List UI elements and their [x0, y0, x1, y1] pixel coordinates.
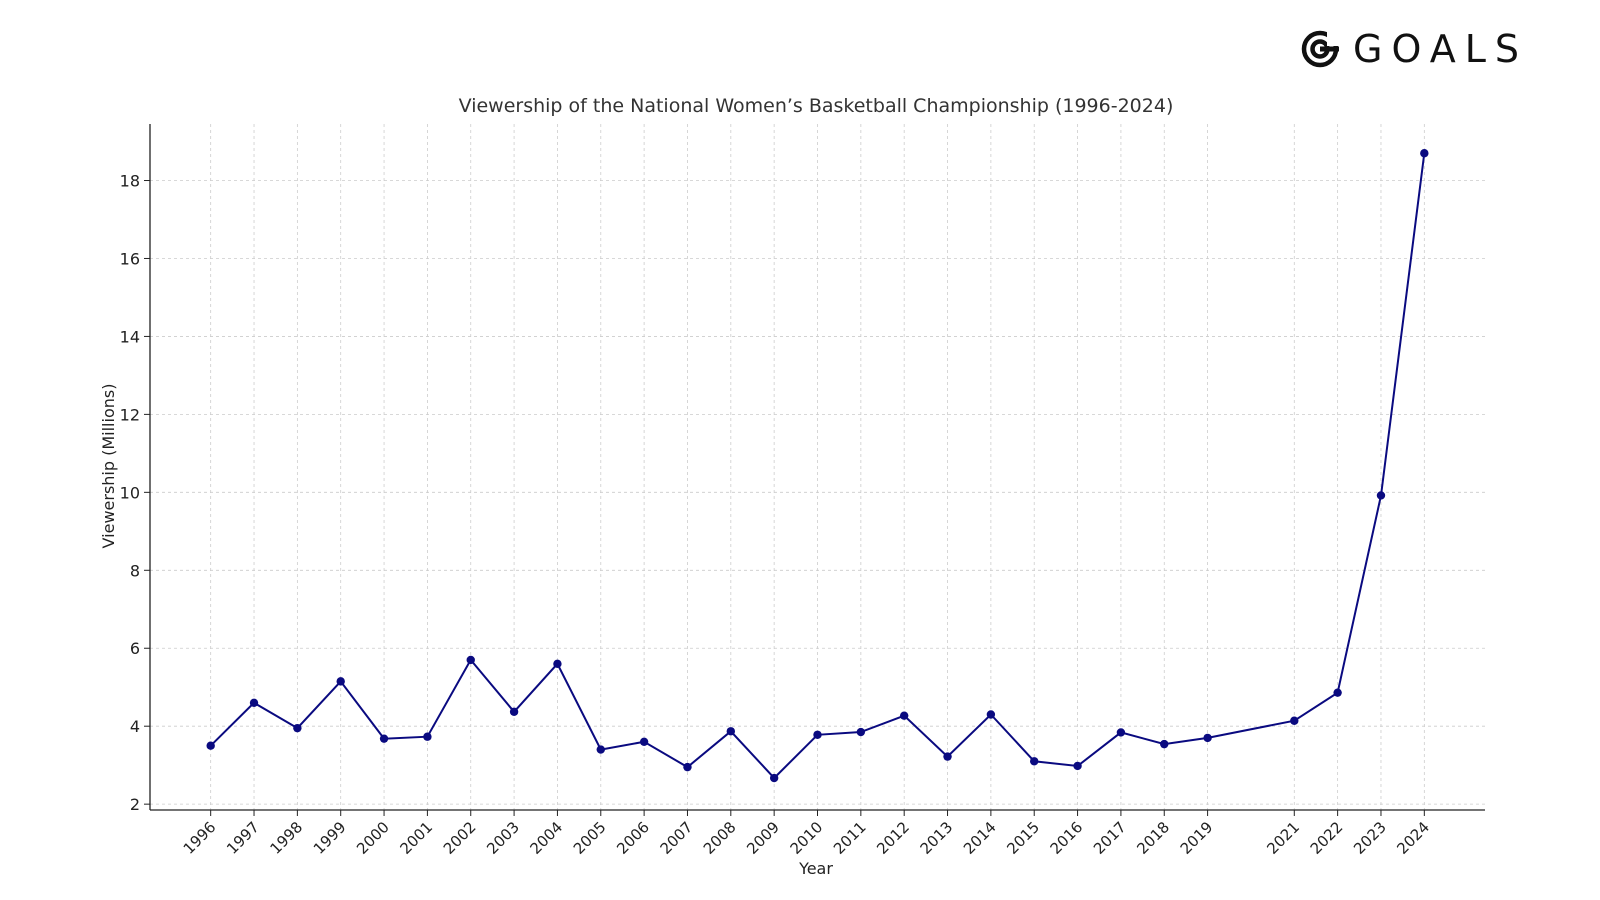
goals-logo-icon — [1301, 30, 1340, 68]
x-tick-label: 1996 — [180, 818, 220, 858]
y-tick-label: 12 — [120, 405, 140, 424]
x-tick-label: 2006 — [613, 818, 653, 858]
data-point — [1116, 728, 1126, 737]
x-tick-label: 2000 — [353, 818, 393, 858]
x-tick-label: 2001 — [397, 818, 437, 858]
data-points — [206, 149, 1429, 783]
x-tick-label: 2024 — [1393, 818, 1433, 858]
data-point — [899, 711, 909, 720]
x-tick-label: 2009 — [743, 818, 783, 858]
data-point — [249, 698, 259, 708]
y-tick-label: 18 — [120, 172, 140, 191]
grid-lines — [150, 124, 1485, 810]
data-point — [336, 677, 345, 686]
y-tick-label: 8 — [130, 561, 140, 580]
brand-name: GOALS — [1353, 27, 1528, 71]
x-tick-label: 2023 — [1350, 818, 1390, 858]
x-tick-label: 2015 — [1003, 818, 1043, 858]
x-tick-label: 1997 — [223, 818, 263, 858]
x-axis-ticks: 1996 1997 1998 1999 2000 2001 2002 2003 2004 2005… — [180, 810, 1433, 858]
y-axis-label: Viewership (Millions) — [99, 384, 118, 549]
data-point — [1073, 761, 1082, 771]
x-tick-label: 2002 — [440, 818, 480, 858]
x-tick-label: 2008 — [700, 818, 740, 858]
x-tick-label: 2011 — [830, 818, 870, 858]
x-tick-label: 2007 — [657, 818, 697, 858]
data-point — [466, 655, 475, 665]
y-tick-label: 14 — [120, 327, 140, 346]
x-tick-label: 2018 — [1133, 818, 1173, 858]
y-tick-label: 4 — [130, 717, 140, 736]
x-tick-label: 1999 — [310, 818, 350, 858]
x-tick-label: 2019 — [1177, 818, 1217, 858]
y-tick-label: 10 — [120, 483, 140, 502]
data-point — [1376, 491, 1386, 500]
data-point — [596, 745, 605, 754]
x-tick-label: 2021 — [1263, 818, 1303, 858]
x-tick-label: 2014 — [960, 818, 1000, 858]
series-line — [209, 153, 1426, 780]
data-point — [813, 730, 822, 739]
x-tick-label: 2017 — [1090, 818, 1130, 858]
data-point — [986, 710, 996, 719]
data-point — [1333, 688, 1342, 697]
chart-title: Viewership of the National Women’s Baske… — [459, 95, 1174, 117]
data-point — [1160, 739, 1169, 749]
data-point — [379, 734, 389, 743]
x-tick-label: 2013 — [917, 818, 957, 858]
data-point — [943, 752, 952, 761]
x-tick-label: 2016 — [1047, 818, 1087, 858]
data-point — [206, 741, 215, 750]
data-point — [769, 773, 779, 783]
x-axis-label: Year — [798, 859, 833, 878]
y-tick-label: 6 — [130, 639, 140, 658]
data-point — [856, 727, 866, 737]
x-tick-label: 2003 — [483, 818, 523, 858]
data-point — [553, 659, 562, 669]
y-axis-ticks: 2 4 6 8 10 12 14 16 18 — [120, 172, 150, 814]
x-tick-label: 2012 — [873, 818, 913, 858]
y-tick-label: 2 — [130, 795, 140, 814]
x-tick-label: 2005 — [570, 818, 610, 858]
data-point — [1420, 149, 1429, 158]
data-point — [509, 707, 519, 716]
x-tick-label: 2010 — [787, 818, 827, 858]
brand-logo: GOALS — [1301, 30, 1528, 68]
x-tick-label: 1998 — [266, 818, 306, 858]
data-point — [1290, 716, 1299, 725]
x-tick-label: 2004 — [527, 818, 567, 858]
data-point — [639, 737, 649, 746]
data-point — [1030, 757, 1039, 766]
data-point — [423, 732, 432, 741]
data-point — [1203, 733, 1212, 743]
data-point — [683, 762, 692, 772]
y-tick-label: 16 — [120, 249, 140, 268]
x-tick-label: 2022 — [1307, 818, 1347, 858]
data-point — [293, 723, 302, 733]
data-point — [726, 727, 736, 736]
